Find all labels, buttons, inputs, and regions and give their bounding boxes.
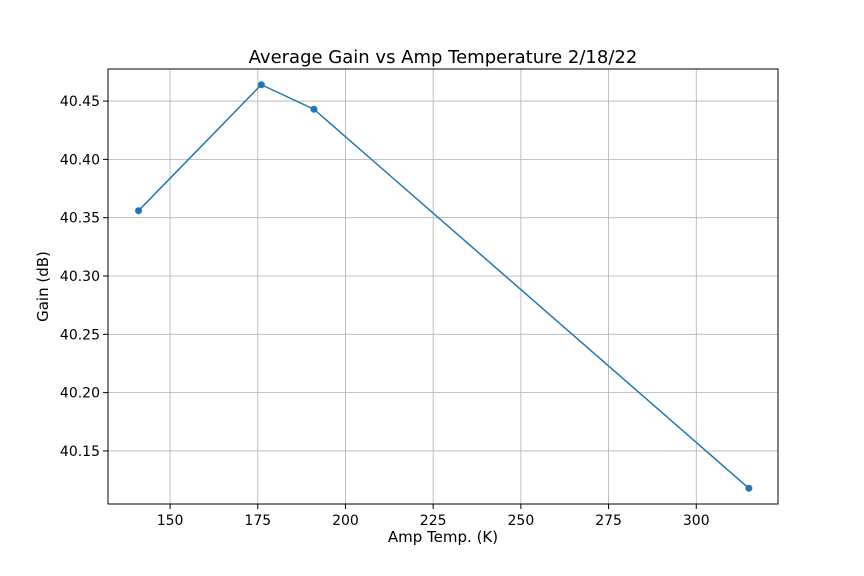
x-tick-label: 250	[508, 513, 535, 529]
grid	[108, 69, 778, 504]
x-tick-label: 200	[332, 513, 359, 529]
y-axis-label: Gain (dB)	[34, 251, 52, 322]
y-tick-label: 40.30	[60, 269, 100, 285]
series-line	[137, 83, 750, 489]
y-tick-label: 40.35	[60, 211, 100, 227]
data-point	[257, 81, 265, 89]
data-point	[310, 105, 318, 113]
x-axis-ticks: 150 175 200 225 250 275 300	[157, 504, 710, 529]
x-tick-label: 225	[420, 513, 447, 529]
y-tick-label: 40.40	[60, 152, 100, 168]
y-tick-label: 40.20	[60, 386, 100, 402]
x-axis-label: Amp Temp. (K)	[388, 528, 498, 546]
x-tick-label: 300	[683, 513, 710, 529]
chart-title: Average Gain vs Amp Temperature 2/18/22	[249, 47, 638, 68]
x-tick-label: 275	[595, 513, 622, 529]
y-tick-label: 40.45	[60, 94, 100, 110]
y-tick-label: 40.15	[60, 444, 100, 460]
x-tick-label: 175	[244, 513, 271, 529]
data-point	[745, 484, 753, 492]
plot-frame	[107, 68, 779, 505]
x-tick-label: 150	[157, 513, 184, 529]
y-axis-ticks: 40.15 40.20 40.25 40.30 40.35 40.40 40.45	[60, 94, 108, 460]
data-point	[135, 207, 143, 215]
y-tick-label: 40.25	[60, 327, 100, 343]
plot-series	[135, 81, 753, 492]
